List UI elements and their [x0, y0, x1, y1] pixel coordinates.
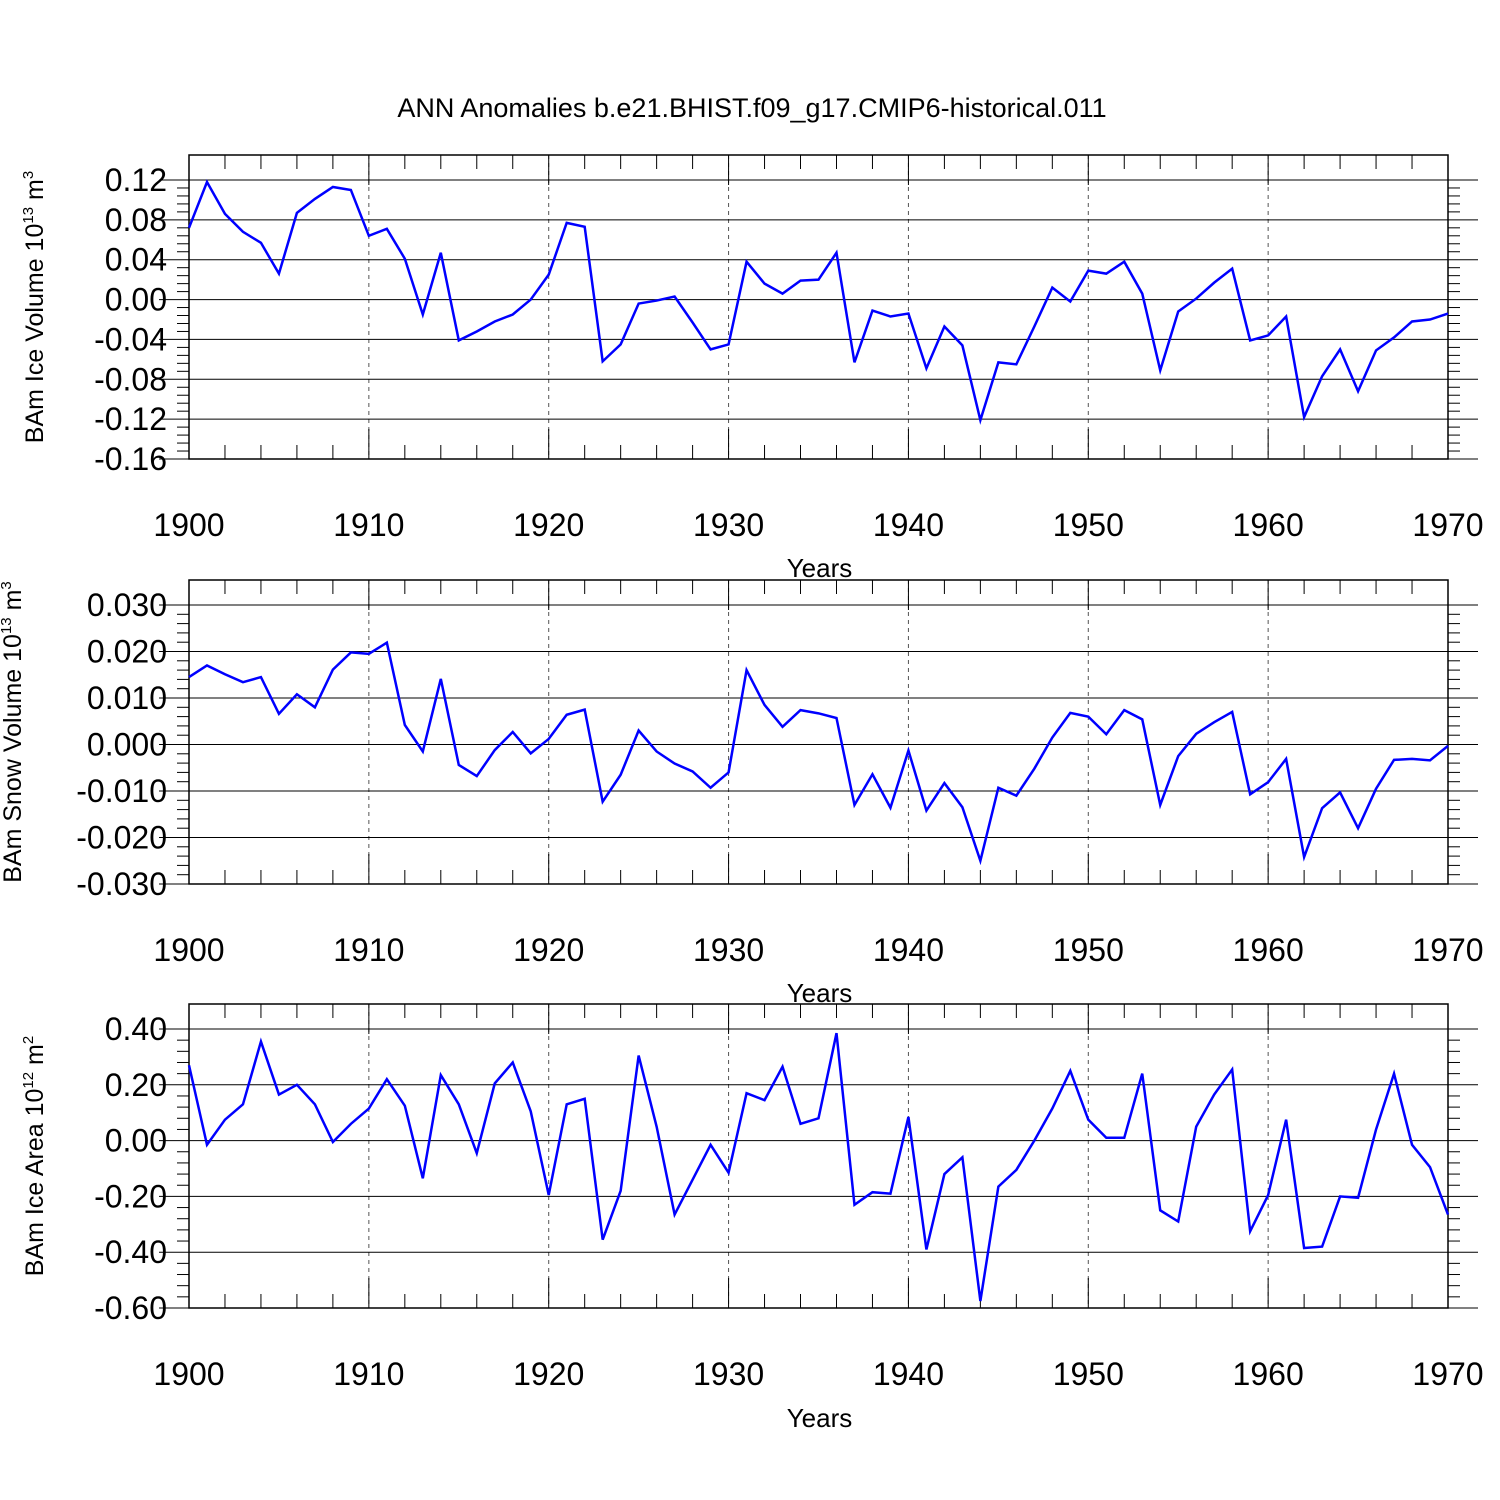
- y-tick-label: 0.010: [87, 680, 167, 716]
- panel-3: 1900 1910 1920 1930 1940 1950 1960 1970 Years 0.4…: [20, 1003, 1484, 1433]
- x-tick-label: 1960: [1233, 1356, 1304, 1392]
- y-tick-label: -0.010: [76, 773, 167, 809]
- y-tick-label: 0.000: [87, 727, 167, 763]
- x-tick-label: 1970: [1412, 1356, 1483, 1392]
- y-tick-label: -0.030: [76, 866, 167, 902]
- y-axis-label: BAm Ice Area 1012 m2: [20, 1036, 49, 1276]
- y-tick-label: 0.030: [87, 587, 167, 623]
- y-axis-label-prefix: BAm Ice Area 10: [21, 1089, 49, 1277]
- series-line-1: [188, 640, 1449, 866]
- x-tick-label: 1900: [153, 507, 224, 543]
- y-axis-label-unit-exponent: 3: [0, 581, 15, 589]
- x-tick-label: 1940: [873, 1356, 944, 1392]
- x-axis-label: Years: [787, 978, 853, 1008]
- y-tick-label: 0.40: [105, 1011, 167, 1047]
- y-axis-label: BAm Snow Volume 1013 m3: [0, 581, 27, 883]
- y-axis-label-unit-exponent: 2: [20, 1036, 37, 1044]
- series-line-1: [187, 179, 1449, 425]
- y-tick-label: 0.08: [105, 202, 167, 238]
- x-tick-label: 1900: [153, 1356, 224, 1392]
- x-tick-label: 1910: [333, 932, 404, 968]
- y-axis-label-exponent: 13: [20, 207, 37, 224]
- y-tick-label: 0.00: [105, 1123, 167, 1159]
- y-axis-label-exponent: 13: [0, 617, 15, 634]
- x-axis-label: Years: [787, 553, 853, 583]
- y-axis-label-prefix: BAm Ice Volume 10: [21, 224, 49, 444]
- x-tick-label: 1960: [1233, 507, 1304, 543]
- panel-2: 1900 1910 1920 1930 1940 1950 1960 1970 Years 0.0…: [0, 579, 1484, 1008]
- y-tick-label: -0.020: [76, 820, 167, 856]
- x-tick-label: 1920: [513, 1356, 584, 1392]
- x-tick-label: 1940: [873, 932, 944, 968]
- y-tick-label: -0.04: [94, 321, 167, 357]
- x-tick-label: 1950: [1053, 932, 1124, 968]
- x-tick-label: 1920: [513, 507, 584, 543]
- x-tick-label: 1930: [693, 507, 764, 543]
- y-axis-label-unit: m: [21, 1044, 49, 1072]
- plot-frame: [188, 579, 1449, 885]
- x-tick-label: 1950: [1053, 1356, 1124, 1392]
- y-tick-label: 0.20: [105, 1067, 167, 1103]
- x-axis-label: Years: [787, 1403, 853, 1433]
- y-axis-label-exponent: 12: [20, 1072, 37, 1089]
- y-tick-label: -0.16: [94, 441, 167, 477]
- x-tick-label: 1960: [1233, 932, 1304, 968]
- y-tick-label: -0.60: [94, 1290, 167, 1326]
- y-axis-label-prefix: BAm Snow Volume 10: [0, 634, 27, 883]
- y-tick-label: -0.08: [94, 361, 167, 397]
- x-tick-label: 1910: [333, 507, 404, 543]
- x-tick-label: 1920: [513, 932, 584, 968]
- plot-frame: [188, 1003, 1449, 1309]
- x-tick-label: 1900: [153, 932, 224, 968]
- y-tick-label: 0.020: [87, 634, 167, 670]
- y-axis-label-unit: m: [21, 179, 49, 207]
- y-tick-label: -0.20: [94, 1178, 167, 1214]
- y-tick-label: 0.12: [105, 162, 167, 198]
- series-line-1: [187, 1032, 1450, 1302]
- x-tick-label: 1910: [333, 1356, 404, 1392]
- x-tick-label: 1930: [693, 932, 764, 968]
- y-tick-label: 0.04: [105, 242, 167, 278]
- y-tick-label: 0.00: [105, 282, 167, 318]
- x-tick-label: 1970: [1412, 932, 1483, 968]
- x-tick-label: 1930: [693, 1356, 764, 1392]
- y-tick-label: -0.40: [94, 1234, 167, 1270]
- x-tick-label: 1970: [1412, 507, 1483, 543]
- y-axis-label-unit: m: [0, 590, 27, 618]
- y-axis-label-unit-exponent: 3: [20, 171, 37, 179]
- panel-1: 1900 1910 1920 1930 1940 1950 1960 1970 Years 0.1…: [20, 154, 1484, 583]
- y-axis-label: BAm Ice Volume 1013 m3: [20, 171, 49, 443]
- x-tick-label: 1940: [873, 507, 944, 543]
- plot-frame: [188, 154, 1449, 460]
- chart-title: ANN Anomalies b.e21.BHIST.f09_g17.CMIP6-…: [397, 93, 1106, 123]
- y-tick-label: -0.12: [94, 401, 167, 437]
- chart-panels: 1900 1910 1920 1930 1940 1950 1960 1970 Years 0.1…: [0, 154, 1484, 1433]
- x-tick-label: 1950: [1053, 507, 1124, 543]
